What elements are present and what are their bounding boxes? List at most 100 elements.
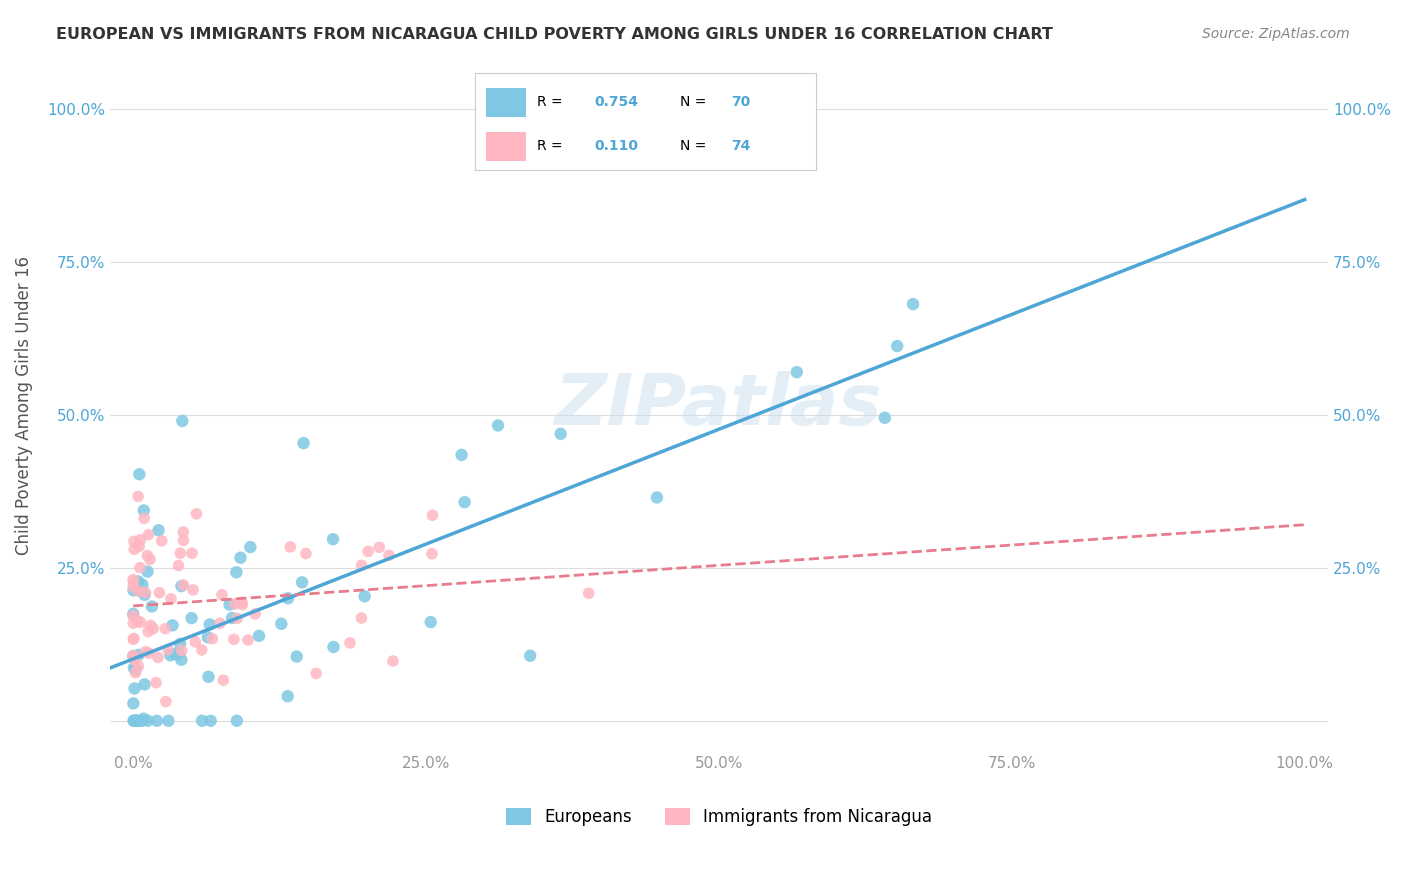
Immigrants from Nicaragua	[378, 549, 401, 563]
Immigrants from Nicaragua	[148, 585, 170, 599]
Europeans	[786, 365, 808, 379]
Immigrants from Nicaragua	[420, 547, 443, 561]
Europeans	[172, 414, 194, 428]
Immigrants from Nicaragua	[222, 632, 245, 647]
Immigrants from Nicaragua	[122, 574, 145, 589]
Immigrants from Nicaragua	[122, 648, 145, 663]
Europeans	[239, 540, 262, 554]
Immigrants from Nicaragua	[278, 540, 301, 554]
Immigrants from Nicaragua	[368, 541, 391, 555]
Immigrants from Nicaragua	[172, 533, 194, 548]
Immigrants from Nicaragua	[127, 659, 149, 673]
Europeans	[886, 339, 908, 353]
Europeans	[131, 714, 153, 728]
Immigrants from Nicaragua	[422, 508, 444, 523]
Immigrants from Nicaragua	[169, 546, 191, 560]
Immigrants from Nicaragua	[350, 611, 373, 625]
Europeans	[146, 714, 169, 728]
Immigrants from Nicaragua	[128, 584, 150, 599]
Europeans	[229, 550, 252, 565]
Europeans	[169, 637, 191, 651]
Europeans	[419, 615, 441, 629]
Europeans	[322, 640, 344, 654]
Europeans	[122, 648, 145, 663]
Europeans	[453, 495, 475, 509]
Immigrants from Nicaragua	[146, 650, 169, 665]
Immigrants from Nicaragua	[124, 653, 146, 667]
Immigrants from Nicaragua	[135, 645, 157, 659]
Immigrants from Nicaragua	[122, 632, 145, 646]
Europeans	[486, 418, 509, 433]
Immigrants from Nicaragua	[122, 534, 145, 549]
Immigrants from Nicaragua	[138, 527, 160, 541]
Immigrants from Nicaragua	[122, 608, 145, 623]
Immigrants from Nicaragua	[150, 533, 173, 548]
Europeans	[125, 714, 148, 728]
Immigrants from Nicaragua	[155, 695, 177, 709]
Immigrants from Nicaragua	[122, 573, 145, 587]
Europeans	[322, 532, 344, 546]
Europeans	[122, 583, 145, 598]
Immigrants from Nicaragua	[145, 675, 167, 690]
Europeans	[124, 681, 146, 696]
Europeans	[353, 590, 375, 604]
Europeans	[122, 697, 145, 711]
Immigrants from Nicaragua	[139, 618, 162, 632]
Immigrants from Nicaragua	[172, 524, 194, 539]
Europeans	[225, 714, 247, 728]
Immigrants from Nicaragua	[127, 490, 149, 504]
Europeans	[292, 436, 315, 450]
Immigrants from Nicaragua	[381, 654, 404, 668]
Immigrants from Nicaragua	[142, 622, 165, 636]
Europeans	[180, 611, 202, 625]
Immigrants from Nicaragua	[226, 611, 249, 625]
Immigrants from Nicaragua	[184, 635, 207, 649]
Europeans	[277, 690, 299, 704]
Immigrants from Nicaragua	[305, 666, 328, 681]
Immigrants from Nicaragua	[128, 539, 150, 553]
Europeans	[122, 714, 145, 728]
Immigrants from Nicaragua	[136, 549, 159, 563]
Immigrants from Nicaragua	[224, 597, 246, 611]
Europeans	[221, 611, 243, 625]
Europeans	[134, 677, 156, 691]
Europeans	[218, 598, 240, 612]
Europeans	[159, 648, 181, 663]
Europeans	[131, 577, 153, 591]
Immigrants from Nicaragua	[157, 642, 180, 657]
Immigrants from Nicaragua	[155, 622, 177, 636]
Europeans	[127, 574, 149, 589]
Europeans	[645, 491, 668, 505]
Europeans	[167, 647, 190, 661]
Immigrants from Nicaragua	[350, 558, 373, 573]
Immigrants from Nicaragua	[124, 665, 146, 680]
Europeans	[136, 714, 159, 728]
Europeans	[277, 591, 299, 606]
Europeans	[550, 426, 572, 441]
Europeans	[132, 712, 155, 726]
Europeans	[124, 714, 146, 728]
Europeans	[197, 670, 219, 684]
Immigrants from Nicaragua	[295, 547, 318, 561]
Legend: Europeans, Immigrants from Nicaragua: Europeans, Immigrants from Nicaragua	[499, 801, 939, 833]
Immigrants from Nicaragua	[181, 582, 204, 597]
Immigrants from Nicaragua	[134, 585, 156, 599]
Immigrants from Nicaragua	[122, 542, 145, 557]
Y-axis label: Child Poverty Among Girls Under 16: Child Poverty Among Girls Under 16	[15, 256, 32, 555]
Text: Source: ZipAtlas.com: Source: ZipAtlas.com	[1202, 27, 1350, 41]
Immigrants from Nicaragua	[339, 636, 361, 650]
Europeans	[122, 714, 145, 728]
Europeans	[291, 575, 314, 590]
Immigrants from Nicaragua	[122, 616, 145, 631]
Immigrants from Nicaragua	[243, 607, 266, 621]
Immigrants from Nicaragua	[139, 552, 162, 566]
Europeans	[200, 714, 222, 728]
Europeans	[148, 523, 170, 537]
Europeans	[901, 297, 924, 311]
Immigrants from Nicaragua	[129, 533, 152, 547]
Europeans	[141, 599, 163, 614]
Immigrants from Nicaragua	[231, 598, 253, 612]
Immigrants from Nicaragua	[211, 588, 233, 602]
Immigrants from Nicaragua	[236, 632, 259, 647]
Europeans	[127, 648, 149, 662]
